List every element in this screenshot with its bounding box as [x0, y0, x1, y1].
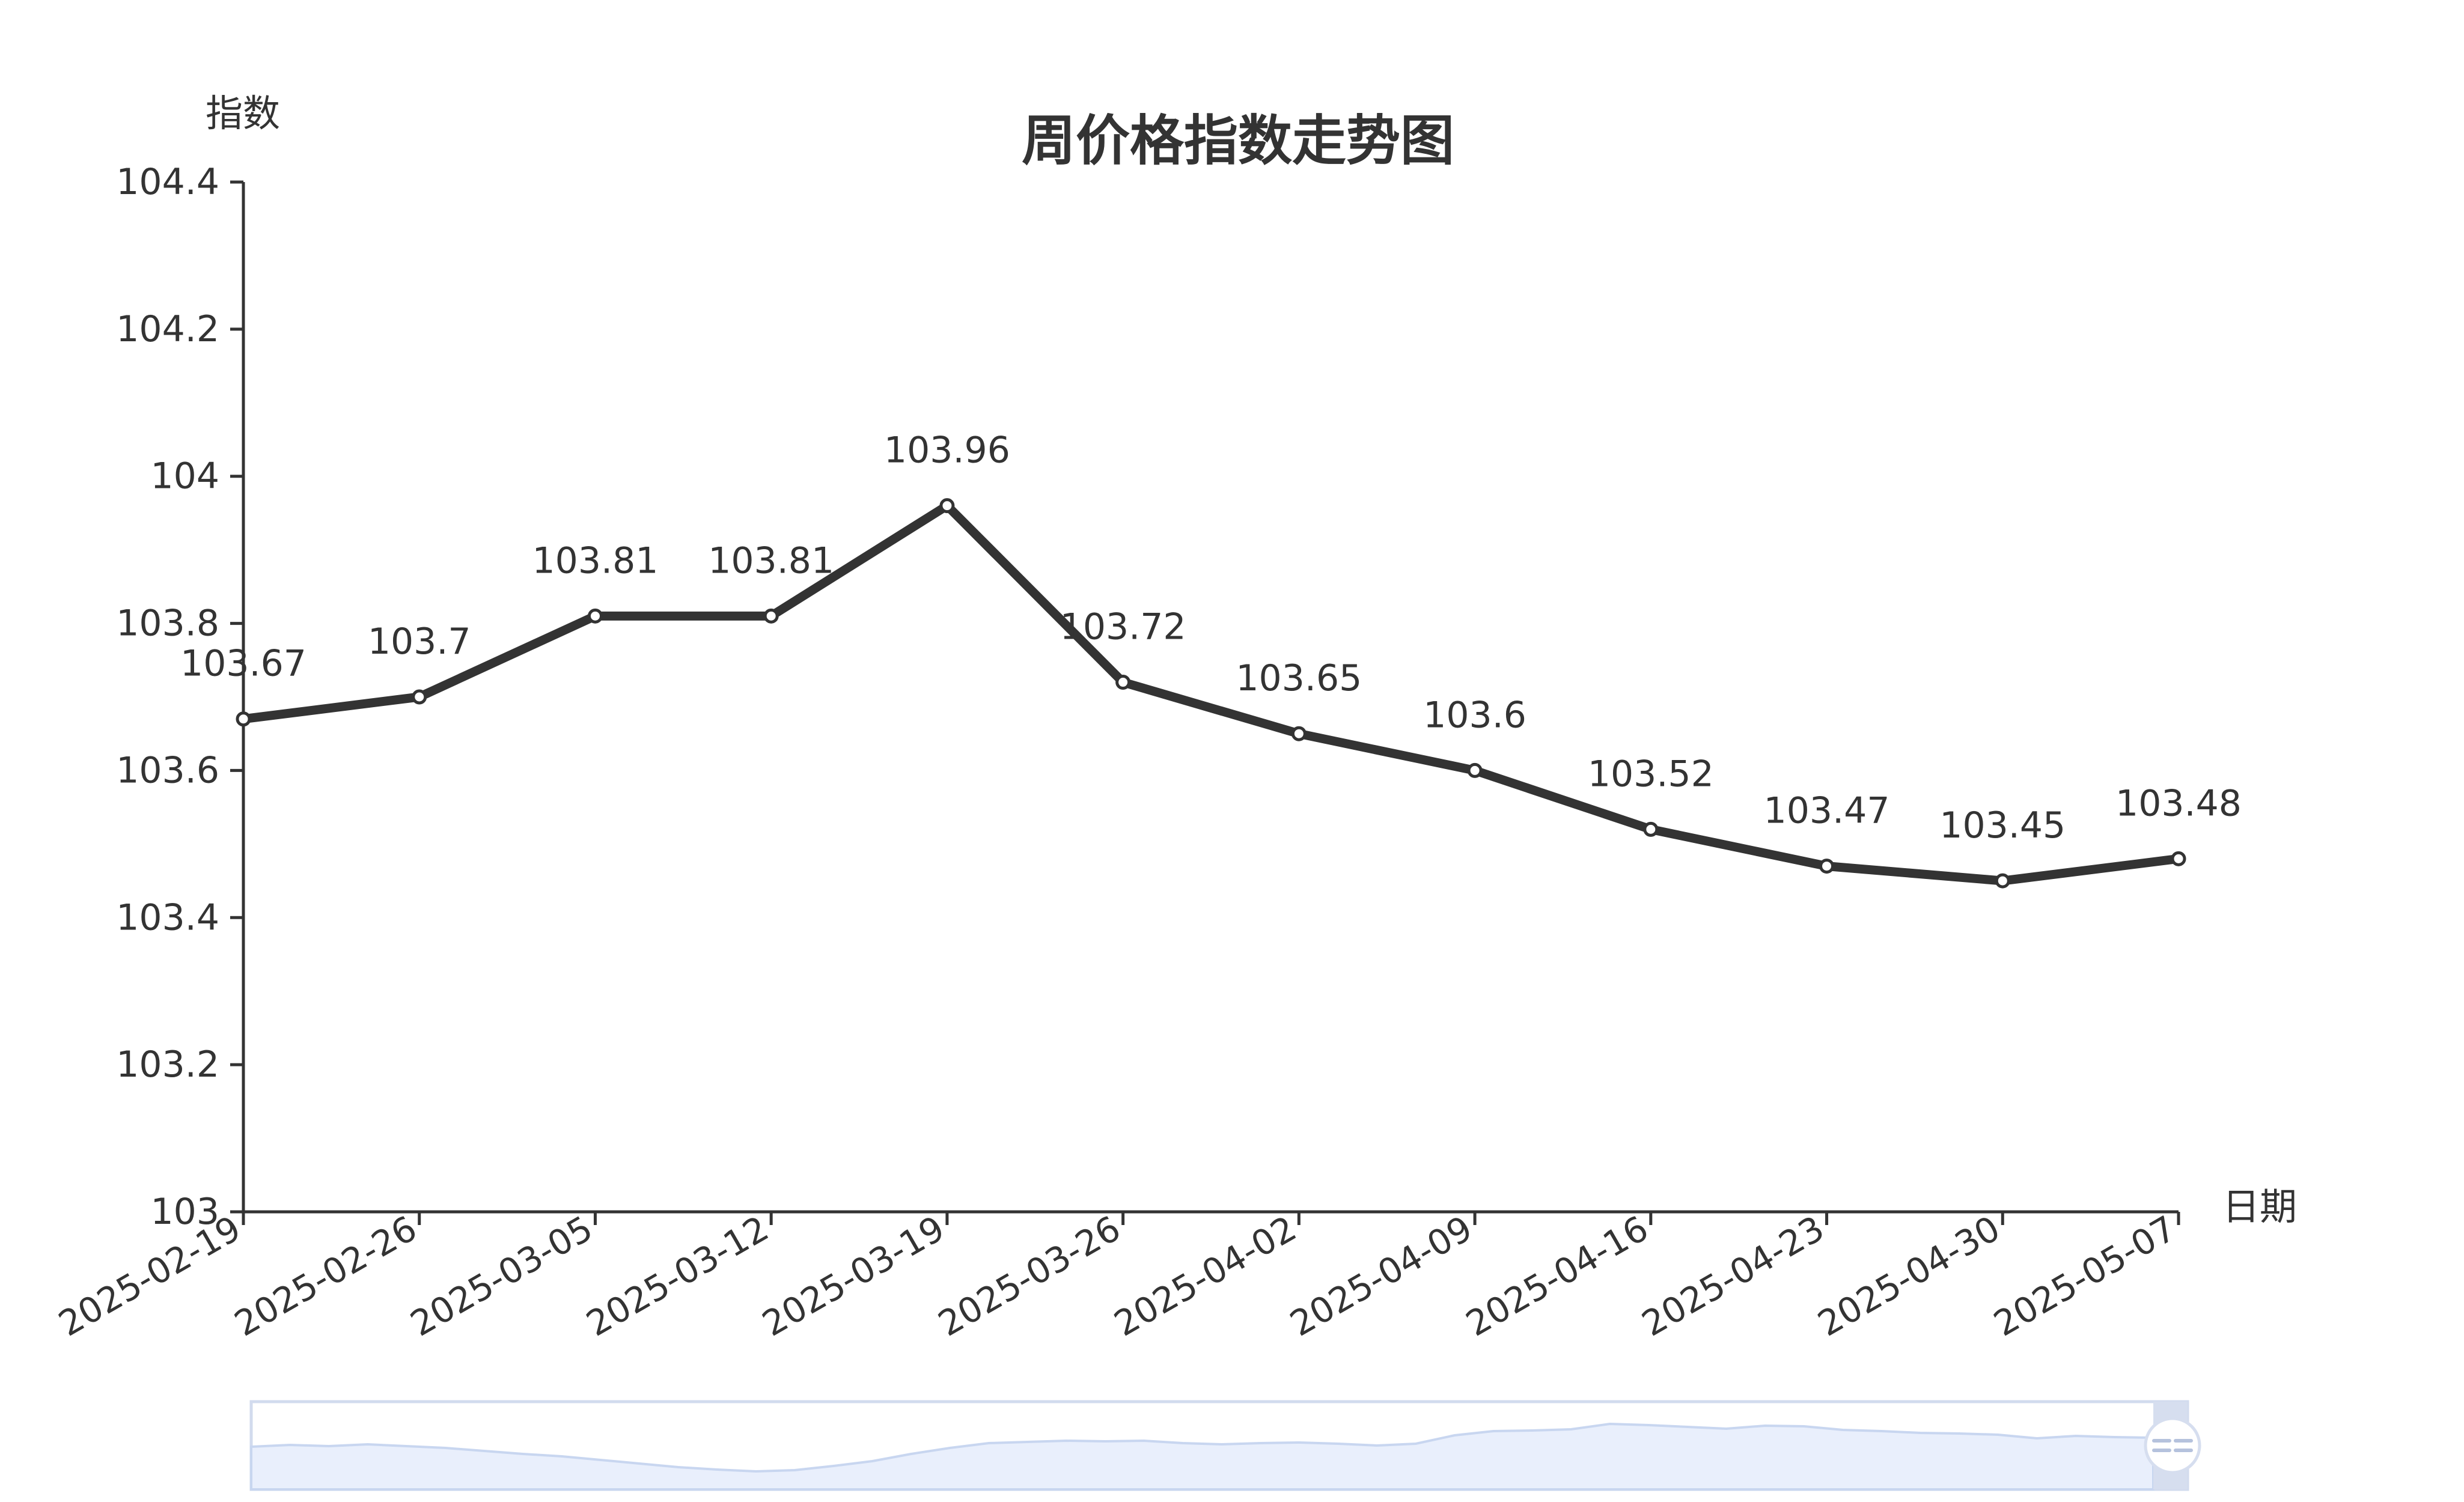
x-tick-label: 2025-05-07	[1987, 1208, 2183, 1344]
data-point	[1467, 762, 1483, 778]
data-point	[1995, 873, 2010, 889]
x-tick-label: 2025-04-09	[1283, 1208, 1479, 1344]
x-tick-label: 2025-04-16	[1459, 1208, 1655, 1344]
y-tick-label: 103.6	[116, 749, 219, 791]
data-label: 103.47	[1764, 790, 1890, 832]
data-points	[236, 498, 2186, 889]
data-label: 103.67	[180, 643, 306, 685]
y-tick-label: 103.2	[116, 1044, 219, 1086]
data-point	[2171, 851, 2186, 866]
y-tick-label: 104.2	[116, 308, 219, 350]
data-label: 103.7	[368, 621, 471, 663]
y-tick-label: 103	[150, 1191, 219, 1233]
chart-title: 周价格指数走势图	[1022, 109, 1454, 172]
x-tick-label: 2025-03-05	[404, 1208, 600, 1344]
y-tick-label: 103.4	[116, 896, 219, 938]
x-tick-label: 2025-04-23	[1635, 1208, 1831, 1344]
x-tick-label: 2025-04-30	[1811, 1208, 2007, 1344]
x-tick-label: 2025-03-12	[579, 1208, 775, 1344]
slider-overview-area	[250, 1422, 2154, 1491]
y-tick-label: 104	[150, 455, 219, 497]
data-label: 103.72	[1060, 606, 1186, 648]
data-label: 103.52	[1588, 753, 1714, 795]
x-tick-label: 2025-02-19	[52, 1208, 248, 1344]
data-label: 103.65	[1236, 657, 1362, 699]
data-point	[939, 498, 955, 514]
y-tick-label: 104.4	[116, 161, 219, 203]
data-label: 103.45	[1939, 804, 2066, 847]
data-zoom-slider[interactable]	[249, 1400, 2201, 1491]
data-point	[412, 689, 427, 705]
x-tick-label: 2025-02-26	[228, 1208, 424, 1344]
data-label: 103.48	[2115, 782, 2242, 824]
x-axis-label: 日期	[2222, 1185, 2297, 1229]
data-point	[236, 711, 251, 727]
x-tick-label: 2025-03-26	[932, 1208, 1127, 1344]
y-tick-label: 103.8	[116, 603, 219, 645]
data-label: 103.81	[532, 540, 658, 582]
x-tick-label: 2025-04-02	[1107, 1208, 1303, 1344]
data-labels: 103.67 103.7 103.81 103.81 103.96 103.72 103.6…	[180, 430, 2242, 847]
y-ticks: 103 103.2 103.4 103.6 103.8 104 104.2 104.4	[116, 161, 243, 1233]
x-tick-label: 2025-03-19	[755, 1208, 951, 1344]
data-label: 103.96	[884, 430, 1010, 472]
data-point	[1115, 675, 1131, 690]
slider-right-handle-knob[interactable]	[2144, 1417, 2201, 1474]
data-label: 103.81	[708, 540, 834, 582]
data-point	[1291, 726, 1307, 741]
data-label: 103.6	[1423, 694, 1526, 736]
data-point	[1819, 859, 1835, 874]
series-line	[239, 501, 2183, 886]
data-point	[1643, 821, 1659, 837]
data-point	[763, 608, 779, 624]
data-point	[587, 608, 603, 624]
y-axis-label: 指数	[206, 91, 280, 135]
x-ticks: 2025-02-192025-02-262025-03-052025-03-12…	[52, 1208, 2183, 1344]
